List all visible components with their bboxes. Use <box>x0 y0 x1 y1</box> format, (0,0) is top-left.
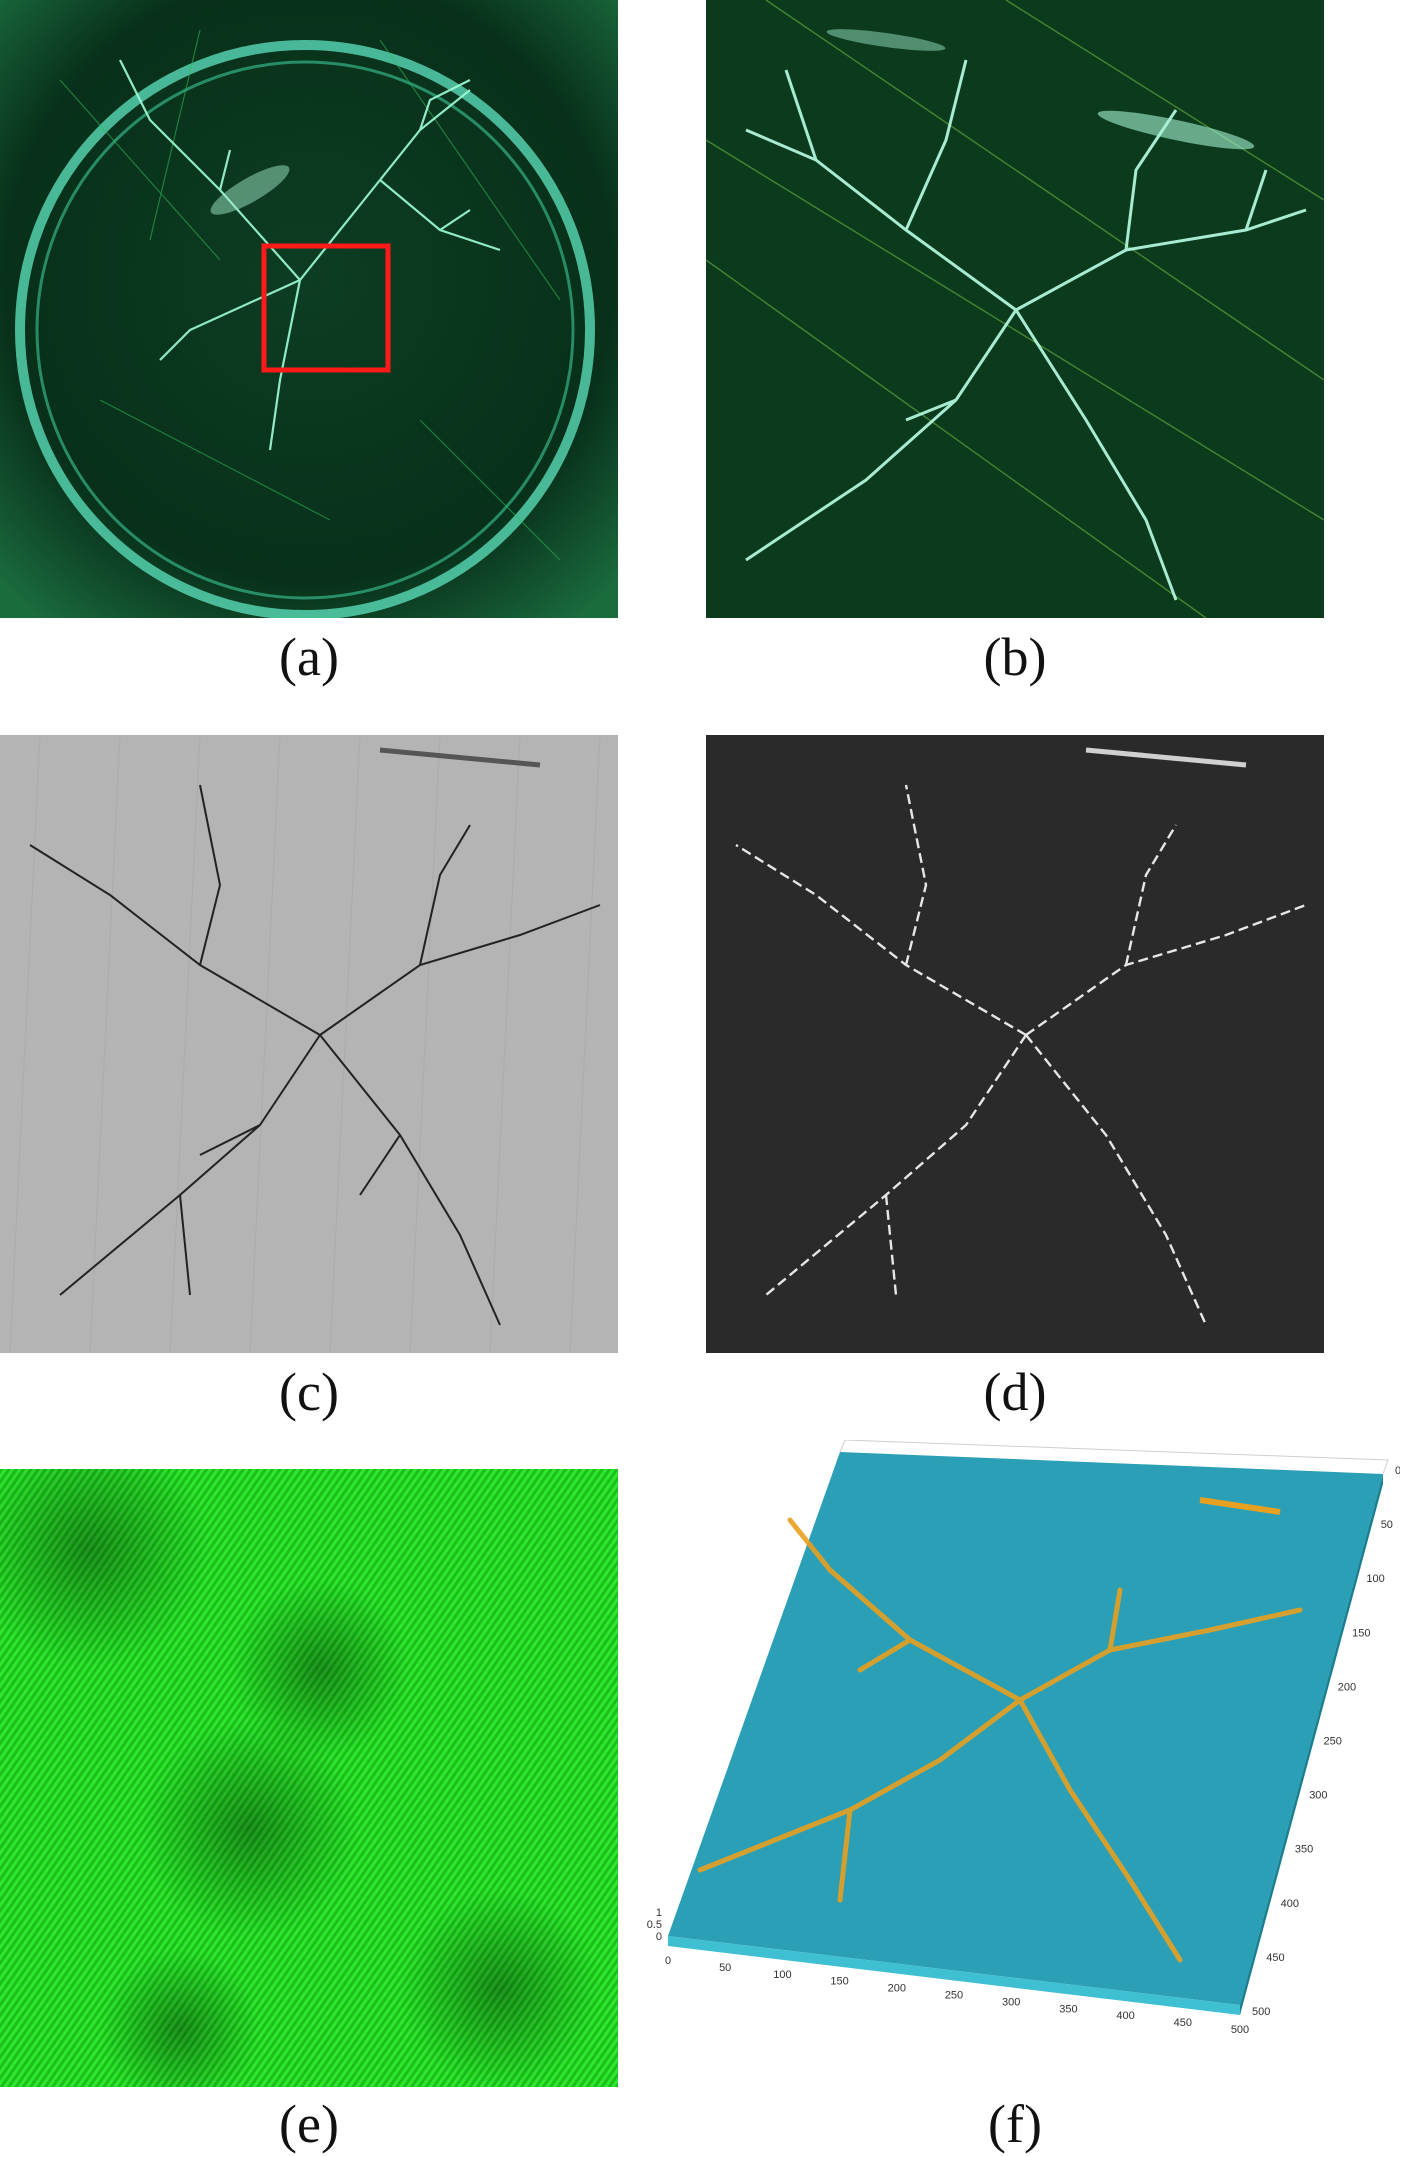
highlight-box <box>261 243 391 373</box>
caption-d: (d) <box>983 1362 1047 1422</box>
panel-a-image <box>0 0 618 618</box>
z-tick-label: 0.5 <box>647 1919 662 1931</box>
panel-e-image <box>0 1469 618 2087</box>
y-tick-label: 100 <box>1366 1573 1384 1585</box>
y-tick-label: 500 <box>1252 2006 1270 2018</box>
panel-d-image <box>706 735 1324 1353</box>
caption-e: (e) <box>279 2094 339 2154</box>
y-tick-label: 250 <box>1324 1736 1342 1748</box>
y-tick-label: 200 <box>1338 1681 1356 1693</box>
z-tick-label: 0 <box>656 1931 662 1943</box>
y-tick-label: 150 <box>1352 1627 1370 1639</box>
x-tick-label: 450 <box>1174 2017 1192 2029</box>
caption-f: (f) <box>988 2094 1042 2154</box>
panel-b-image <box>706 0 1324 618</box>
caption-a: (a) <box>279 627 339 687</box>
caption-c: (c) <box>279 1362 339 1422</box>
y-tick-label: 400 <box>1281 1898 1299 1910</box>
x-tick-label: 400 <box>1116 2010 1134 2022</box>
x-tick-label: 50 <box>719 1962 731 1974</box>
x-tick-label: 500 <box>1231 2024 1249 2036</box>
x-tick-label: 350 <box>1059 2003 1077 2015</box>
x-tick-label: 200 <box>888 1983 906 1995</box>
y-tick-label: 300 <box>1309 1790 1327 1802</box>
panel-c-image <box>0 735 618 1353</box>
x-tick-label: 250 <box>945 1990 963 2002</box>
x-tick-label: 300 <box>1002 1996 1020 2008</box>
y-tick-label: 50 <box>1381 1519 1393 1531</box>
caption-b: (b) <box>983 627 1047 687</box>
panel-f-3d-surface: 0 50 100 150 200 250 300 350 400 450 500 0 50 100 150… <box>640 1440 1400 2090</box>
x-tick-label: 0 <box>665 1955 671 1967</box>
y-tick-label: 0 <box>1395 1465 1400 1477</box>
z-tick-label: 1 <box>656 1907 662 1919</box>
x-tick-label: 100 <box>773 1969 791 1981</box>
x-tick-label: 150 <box>830 1976 848 1988</box>
y-tick-label: 350 <box>1295 1844 1313 1856</box>
y-tick-label: 450 <box>1266 1952 1284 1964</box>
